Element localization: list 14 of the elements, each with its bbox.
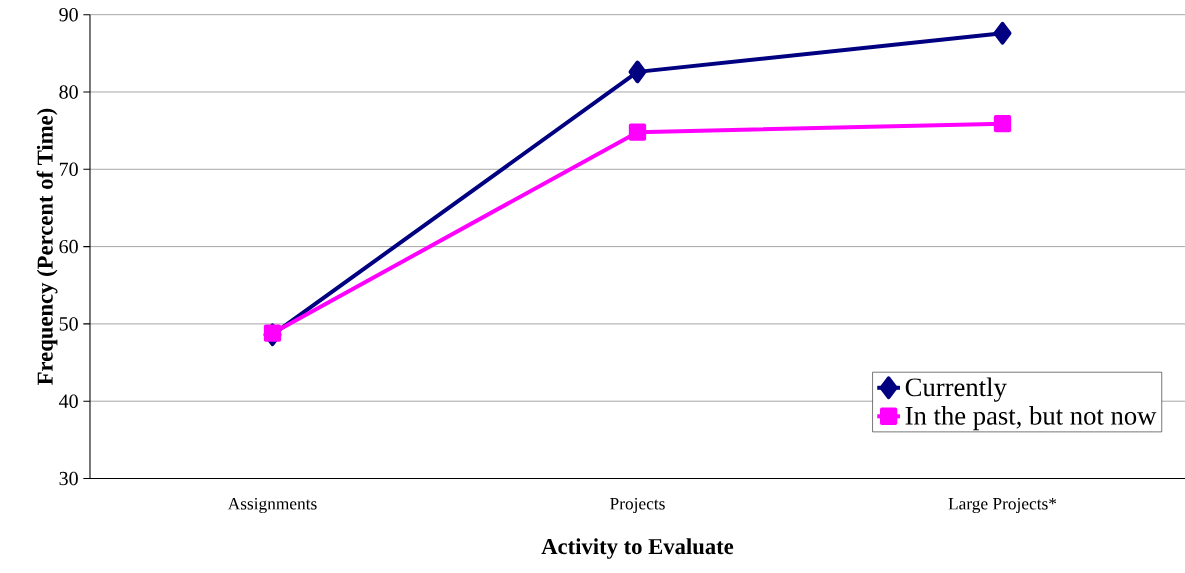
x-axis-title: Activity to Evaluate bbox=[541, 538, 734, 559]
y-tick-label: 80 bbox=[59, 85, 78, 99]
y-tick-label: 40 bbox=[59, 394, 78, 408]
legend-label: Currently bbox=[905, 377, 1007, 402]
y-tick-label: 70 bbox=[59, 162, 78, 176]
legend-label: In the past, but not now bbox=[905, 405, 1157, 431]
x-tick-label: Assignments bbox=[227, 497, 317, 514]
y-tick-label: 50 bbox=[59, 317, 78, 331]
y-axis-title: Frequency (Percent of Time) bbox=[36, 108, 58, 385]
y-tick-label: 60 bbox=[59, 239, 78, 254]
y-tick-label: 90 bbox=[59, 7, 78, 22]
x-tick-label: Large Projects* bbox=[948, 497, 1057, 514]
y-tick-label: 30 bbox=[59, 471, 78, 486]
x-tick-label: Projects bbox=[610, 497, 665, 513]
